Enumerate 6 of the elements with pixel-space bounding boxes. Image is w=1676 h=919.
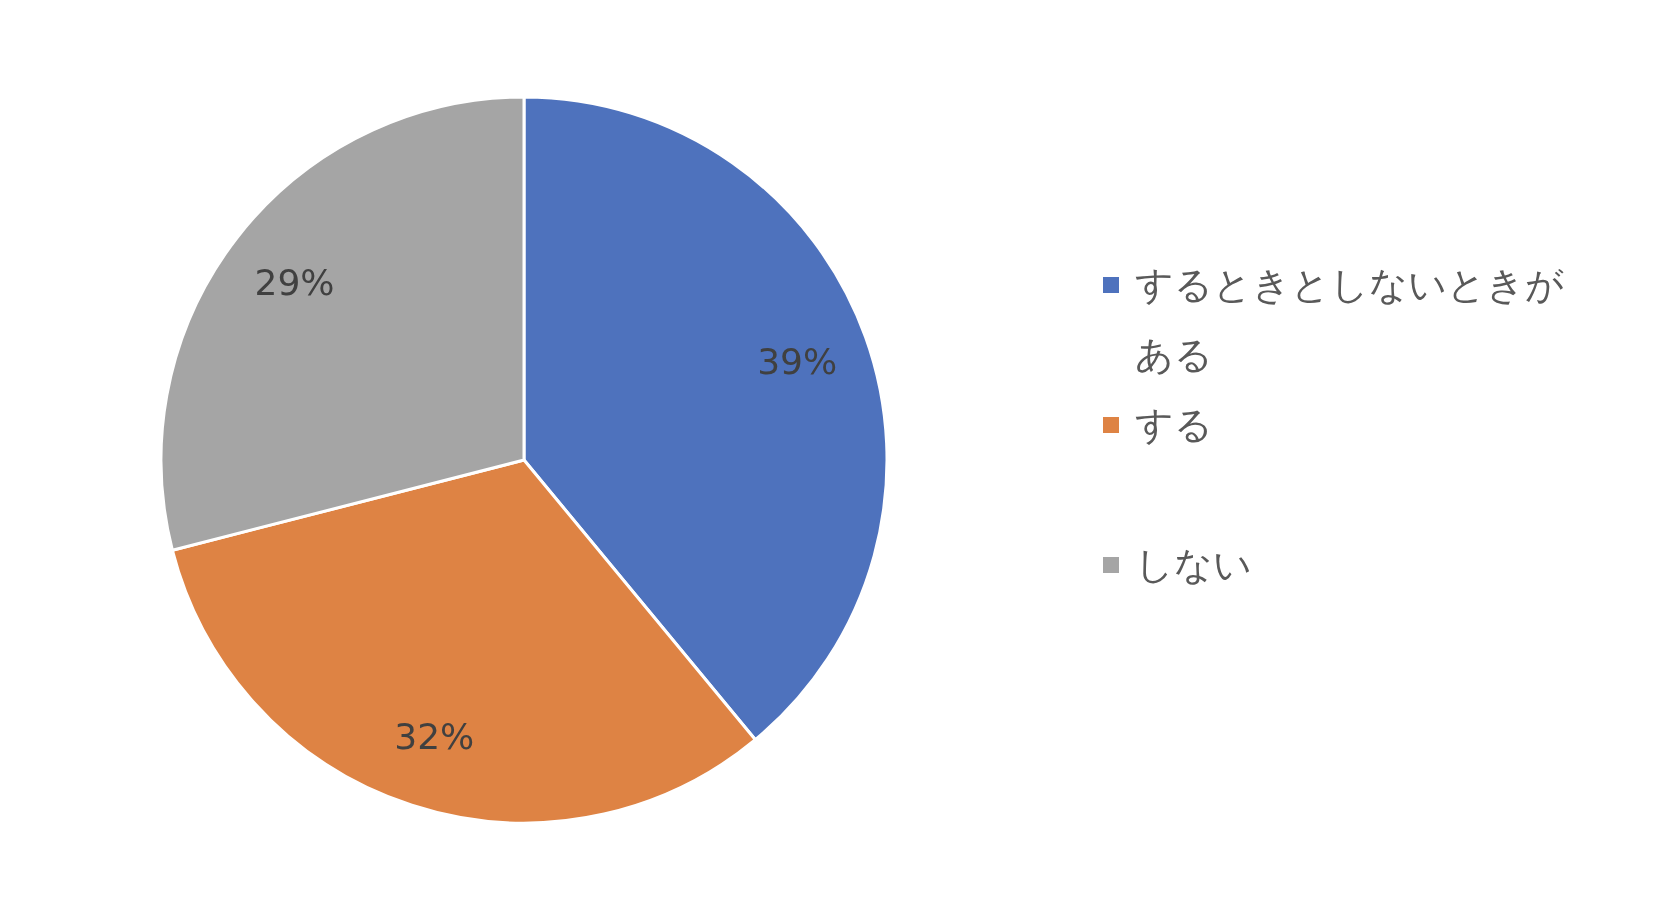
legend-label: するときとしないときがある bbox=[1135, 263, 1564, 377]
data-label: 32% bbox=[394, 715, 475, 757]
data-label: 39% bbox=[757, 341, 838, 383]
legend-label: する bbox=[1135, 403, 1213, 447]
data-label: 29% bbox=[254, 261, 335, 303]
legend-label: しない bbox=[1135, 543, 1252, 587]
